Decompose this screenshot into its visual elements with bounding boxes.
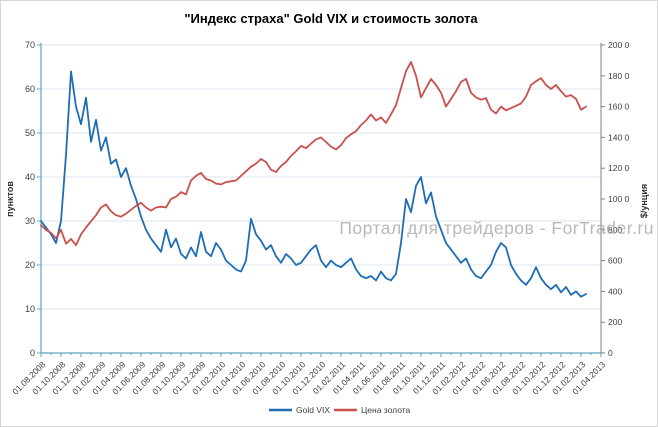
series-gold-price-line (40, 61, 587, 247)
right-axis-tick-label: 200 0 (608, 40, 630, 50)
left-axis-tick-label: 0 (30, 348, 35, 358)
left-axis-tick-label: 60 (25, 84, 35, 94)
series-lines (40, 61, 587, 298)
right-axis-tick-label: 0 (608, 348, 613, 358)
right-axis-tick-label: 100 0 (608, 194, 630, 204)
right-axis-title: $/унция (639, 184, 649, 218)
right-axis-tick-label: 600 (608, 256, 622, 266)
left-axis-tick-label: 30 (25, 216, 35, 226)
chart-title: "Индекс страха" Gold VIX и стоимость зол… (184, 11, 478, 26)
left-axis-tick-label: 70 (25, 40, 35, 50)
right-axis-tick-label: 120 0 (608, 163, 630, 173)
right-axis-tick-label: 800 (608, 225, 622, 235)
left-axis-tick-label: 10 (25, 304, 35, 314)
legend-vix-label: Gold VIX (296, 405, 330, 415)
gridlines (41, 44, 601, 310)
right-axis-tick-label: 400 (608, 286, 622, 296)
right-axis-tick-label: 180 0 (608, 71, 630, 81)
series-gold-vix-line (40, 70, 587, 298)
left-axis-tick-label: 40 (25, 172, 35, 182)
watermark: Портал для трейдеров - ForTrader.ru (339, 218, 654, 238)
right-axis-tick-label: 160 0 (608, 102, 630, 112)
left-axis-tick-label: 50 (25, 128, 35, 138)
right-axis-tick-label: 140 0 (608, 132, 630, 142)
legend: Gold VIX Цена золота (269, 405, 411, 415)
left-axis-title: пунктов (5, 181, 15, 217)
right-axis-tick-label: 200 (608, 317, 622, 327)
left-axis-tick-label: 20 (25, 260, 35, 270)
axes (37, 43, 605, 357)
legend-gold-label: Цена золота (361, 405, 411, 415)
